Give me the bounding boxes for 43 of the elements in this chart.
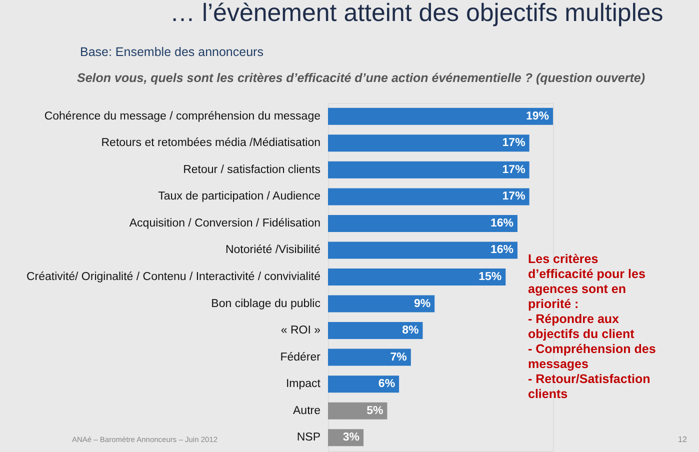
text: Base: Ensemble des annonceurs [80,45,264,59]
y-tick-label: Bon ciblage du public [211,298,321,310]
data-label: 9% [414,298,431,310]
bar [328,242,518,259]
data-label: 17% [502,137,526,150]
bar [328,161,530,178]
bar [328,348,411,366]
bar [328,376,400,393]
y-tick-label: Taux de participation / Audience [158,190,320,203]
y-tick-label: Impact [286,378,322,390]
y-tick-label: « ROI » [280,324,320,337]
y-tick-label: Autre [293,404,320,417]
data-label: 3% [342,432,360,444]
data-label: 7% [390,351,407,364]
data-label: 17% [502,190,526,203]
data-label: 16% [490,217,514,230]
data-label: 16% [490,244,514,256]
data-label: 8% [402,324,419,337]
y-tick-label: Notoriété /Visibilité [225,244,320,256]
bar [328,295,435,312]
data-label: 6% [378,378,396,390]
text: 12 [678,435,688,444]
chart-title: … l’évènement atteint des objectifs multiples [170,0,664,27]
bar [328,214,518,232]
text: Les critères d’efficacité pour les agences sont en priorité : - Répondre aux objectifs du client - Compréhension des messages - Retour/Satisfaction clients [528,252,656,401]
y-tick-label: Cohérence du message / compréhension du message [44,110,320,122]
bar [328,134,530,152]
data-label: 5% [366,404,384,417]
bar [328,268,506,286]
bar [328,108,553,125]
y-tick-label: Retour / satisfaction clients [183,164,321,176]
y-tick-label: Créativité/ Originalité / Contenu / Interactivité / convivialité [26,271,320,283]
bar [328,322,423,340]
data-label: 17% [502,164,526,176]
y-tick-label: Acquisition / Conversion / Fidélisation [129,217,320,230]
text: Selon vous, quels sont les critères d’efficacité d’une action événementielle ? (question ouverte) [77,71,645,85]
data-label: 15% [478,271,502,283]
bar [328,402,388,420]
data-label: 19% [526,110,549,122]
y-tick-label: Retours et retombées média /Médiatisation [101,137,320,150]
bar [328,188,530,206]
y-tick-label: NSP [296,432,321,444]
y-tick-label: Fédérer [280,351,321,364]
